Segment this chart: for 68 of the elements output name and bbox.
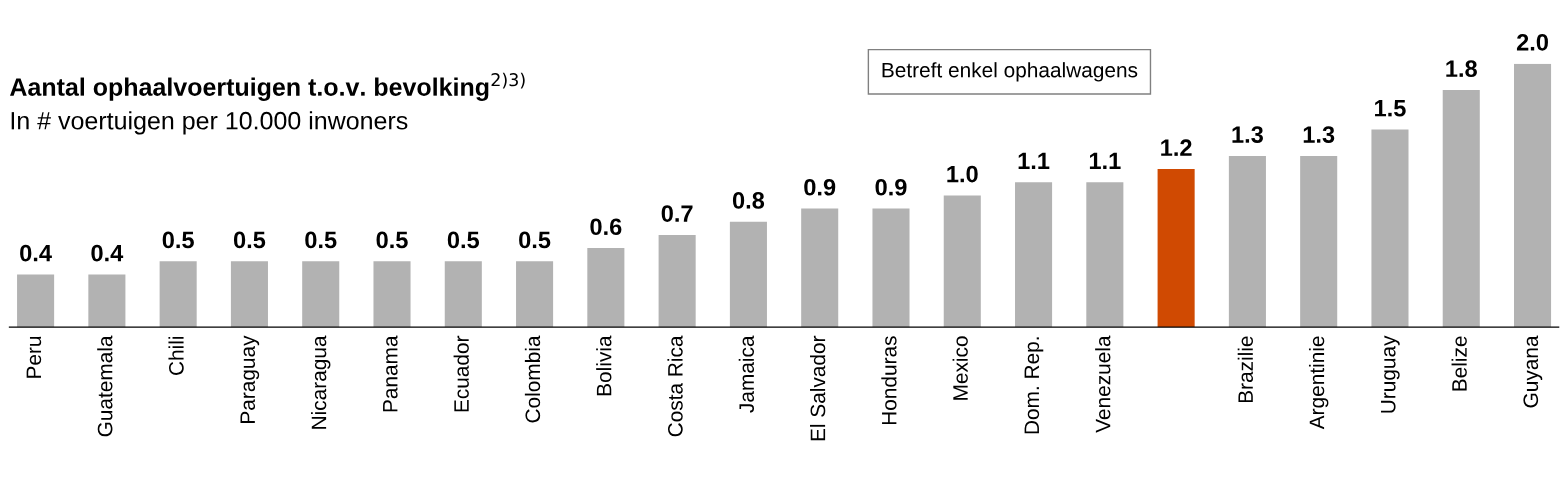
bar [801,208,839,328]
bar [88,274,126,328]
chart-title: Aantal ophaalvoertuigen t.o.v. bevolking$^{2)3)}$ [10,72,525,101]
data-label: 0.5 [447,231,480,249]
bar [1300,155,1338,328]
x-tick-label: El Salvador [810,335,826,441]
bar [587,248,625,328]
data-label: 0.5 [162,231,194,249]
data-label: 1.3 [1232,126,1263,143]
bar [658,234,696,328]
x-tick-label: Belize [1451,336,1467,391]
data-label: 0.9 [804,178,836,196]
x-tick-label: Argentinie [1308,336,1329,430]
data-label: 0.5 [376,231,408,249]
data-label: 0.5 [305,231,337,249]
x-tick-label: Ecuador [453,335,469,412]
data-label: 0.5 [233,231,266,249]
x-tick-label: Honduras [881,336,897,425]
data-label: 0.4 [20,244,52,262]
text: In # voertuigen per 10.000 inwoners [11,111,408,135]
bar [302,261,340,328]
x-tick-label: Colombia [524,335,541,423]
bar [159,261,197,328]
x-tick-label: Peru [26,336,42,378]
bar [729,221,767,328]
data-label: 1.8 [1446,60,1477,78]
data-label: 0.4 [91,244,124,262]
bar [17,274,55,328]
data-label: 1.5 [1375,100,1406,117]
data-label: 0.7 [661,205,693,222]
data-label: 1.3 [1303,126,1335,143]
x-tick-label: Uruguay [1381,335,1400,413]
bar [1228,155,1266,328]
x-tick-label: Costa Rica [667,335,683,437]
x-tick-label: Guatemala [97,335,113,437]
bar [1514,63,1552,328]
x-tick-label: Guyana [1523,335,1543,408]
x-tick-label: Mexico [952,336,968,400]
bar [872,208,910,328]
x-tick-label: Paraguay [240,335,260,423]
data-label: 1.1 [1089,152,1121,170]
bar [230,261,268,328]
x-tick-label: Bolivia [596,335,612,396]
bar [943,195,981,328]
x-tick-label: Panama [383,335,398,412]
data-label: 1.0 [947,165,978,183]
bar [444,261,482,328]
bar [1442,90,1480,328]
annotation: Betreft enkel ophaalwagens [882,62,1138,82]
bar [1086,182,1124,328]
x-tick-label: Venezuela [1095,335,1111,433]
data-label: 0.9 [875,178,907,196]
data-label: 0.5 [519,231,551,249]
bar [1371,129,1409,328]
x-tick-label: Jamaica [738,335,755,413]
bar [1015,182,1053,328]
bar [373,261,411,328]
data-label: 1.2 [1161,139,1192,156]
data-label: 0.6 [590,218,622,236]
bar [516,261,554,328]
x-tick-label: Brazilie [1237,336,1253,403]
data-label: 0.8 [732,192,765,209]
x-tick-label: Nicaragua [311,335,331,429]
bar [1157,169,1195,328]
x-tick-label: Dom. Rep. [1024,337,1044,434]
x-tick-label: Chili [168,336,184,375]
data-label: 1.1 [1018,152,1050,170]
data-label: 2.0 [1516,33,1548,51]
